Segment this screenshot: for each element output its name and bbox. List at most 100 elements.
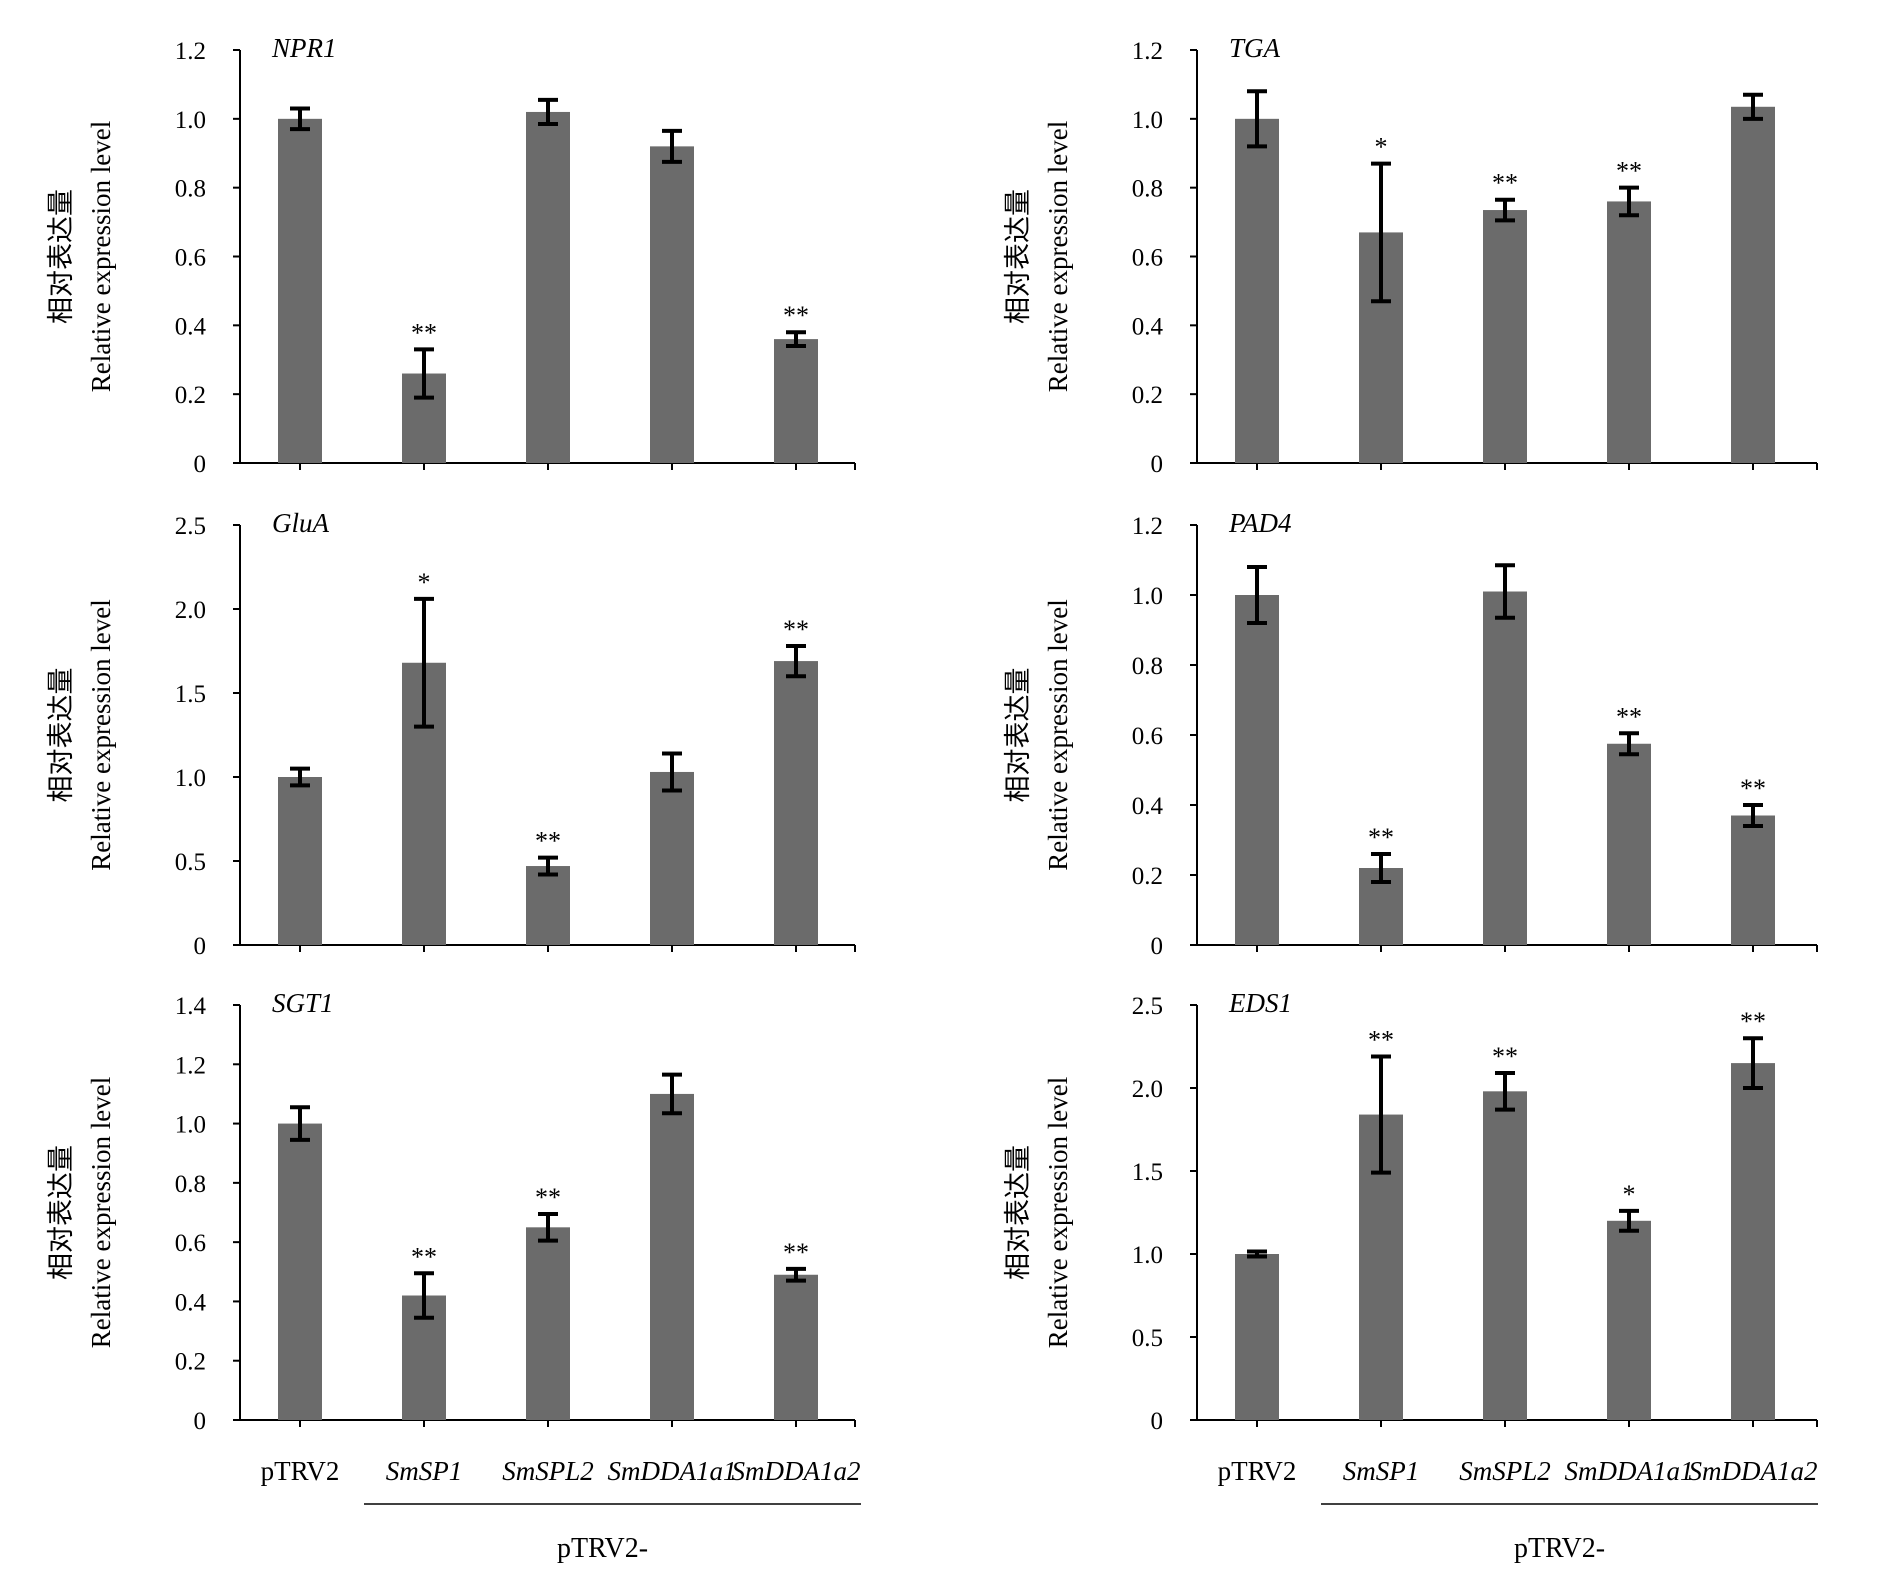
- bar-smdda1a1: [1607, 743, 1651, 945]
- bar-smdda1a2: [1731, 106, 1775, 463]
- gene-title: TGA: [1229, 33, 1281, 63]
- bar-smdda1a1: [650, 1093, 694, 1420]
- bar-smdda1a2: [774, 1274, 818, 1420]
- y-tick-label: 1.5: [175, 681, 206, 708]
- y-tick-label: 1.2: [1132, 513, 1163, 540]
- y-tick-label: 1.0: [1132, 1242, 1163, 1269]
- y-axis-label-cn: 相对表达量: [1003, 668, 1033, 803]
- y-tick-label: 0.6: [175, 1230, 206, 1257]
- y-tick-label: 1.2: [175, 1052, 206, 1079]
- category-label-smdda1a1: SmDDA1a1: [608, 1456, 737, 1486]
- y-axis-label-en: Relative expression level: [1043, 1077, 1073, 1348]
- bar-ptrv2: [1235, 1254, 1279, 1420]
- bar-ptrv2: [1235, 118, 1279, 463]
- gene-title: SGT1: [272, 988, 334, 1018]
- y-tick-label: 0.2: [175, 1349, 206, 1376]
- chart-panel-sgt1: 0 0.2 0.4 0.6 0.8 1.0 1.2 1.4 ** ** ** SGT1 相对表达量 Rel…: [46, 988, 856, 1435]
- y-tick-label: 0.2: [1132, 863, 1163, 890]
- significance-mark: **: [1368, 823, 1394, 852]
- y-tick-label: 0.2: [1132, 382, 1163, 409]
- bar-smdda1a1: [650, 771, 694, 945]
- significance-mark: **: [1492, 169, 1518, 198]
- y-tick-label: 0.8: [1132, 176, 1163, 203]
- y-tick-label: 0.4: [175, 313, 207, 340]
- significance-mark: *: [418, 568, 431, 597]
- gene-title: GluA: [272, 508, 330, 538]
- chart-panel-npr1: 0 0.2 0.4 0.6 0.8 1.0 1.2 ** ** NPR1 相对表达量 Relative…: [46, 33, 856, 478]
- significance-mark: *: [1623, 1180, 1636, 1209]
- bar-smspl2: [526, 866, 570, 945]
- bar-ptrv2: [278, 1123, 322, 1420]
- y-tick-label: 1.4: [175, 993, 207, 1020]
- significance-mark: **: [783, 1238, 809, 1267]
- y-axis-label-cn: 相对表达量: [46, 668, 76, 803]
- category-label-smsp1: SmSP1: [386, 1456, 463, 1486]
- y-tick-label: 1.0: [175, 765, 206, 792]
- category-label-smspl2: SmSPL2: [502, 1456, 594, 1486]
- significance-mark: **: [1616, 157, 1642, 186]
- y-axis-label-en: Relative expression level: [86, 599, 116, 870]
- y-tick-label: 0.8: [175, 1171, 206, 1198]
- y-axis-label-en: Relative expression level: [1043, 121, 1073, 392]
- y-tick-label: 0.6: [1132, 245, 1163, 272]
- bar-ptrv2: [1235, 595, 1279, 945]
- significance-mark: **: [1616, 702, 1642, 731]
- y-tick-label: 0: [194, 933, 207, 960]
- y-tick-label: 2.5: [1132, 993, 1163, 1020]
- y-tick-label: 1.2: [1132, 38, 1163, 65]
- y-tick-label: 0.5: [175, 849, 206, 876]
- group-label: pTRV2-: [557, 1533, 648, 1564]
- bar-smspl2: [1483, 210, 1527, 463]
- category-label-smspl2: SmSPL2: [1459, 1456, 1551, 1486]
- y-tick-label: 0.6: [175, 245, 206, 272]
- y-tick-label: 0: [194, 1408, 207, 1435]
- y-axis-label-en: Relative expression level: [86, 1077, 116, 1348]
- gene-title: NPR1: [271, 33, 337, 63]
- y-tick-label: 0.4: [175, 1289, 207, 1316]
- significance-mark: **: [1368, 1025, 1394, 1054]
- significance-mark: **: [783, 301, 809, 330]
- bar-ptrv2: [278, 118, 322, 463]
- y-axis-label-cn: 相对表达量: [1003, 1145, 1033, 1280]
- category-label-ptrv2: pTRV2: [1218, 1456, 1297, 1486]
- y-tick-label: 0.6: [1132, 723, 1163, 750]
- y-tick-label: 1.0: [175, 1112, 206, 1139]
- category-label-smdda1a1: SmDDA1a1: [1565, 1456, 1694, 1486]
- y-axis-label-cn: 相对表达量: [46, 189, 76, 324]
- bar-smspl2: [1483, 591, 1527, 945]
- y-tick-label: 1.0: [1132, 107, 1163, 134]
- y-tick-label: 0.8: [175, 176, 206, 203]
- category-label-smdda1a2: SmDDA1a2: [1689, 1456, 1818, 1486]
- gene-title: EDS1: [1228, 988, 1292, 1018]
- y-tick-label: 0.2: [175, 382, 206, 409]
- bar-smdda1a1: [1607, 201, 1651, 463]
- category-label-ptrv2: pTRV2: [261, 1456, 340, 1486]
- group-label: pTRV2-: [1514, 1533, 1605, 1564]
- y-axis-label-cn: 相对表达量: [46, 1145, 76, 1280]
- y-tick-label: 2.0: [175, 597, 206, 624]
- bar-ptrv2: [278, 777, 322, 945]
- y-tick-label: 2.5: [175, 513, 206, 540]
- bar-smdda1a2: [1731, 815, 1775, 945]
- bar-smspl2: [526, 111, 570, 463]
- bar-smdda1a2: [774, 339, 818, 463]
- significance-mark: **: [411, 318, 437, 347]
- significance-mark: *: [1375, 133, 1388, 162]
- y-tick-label: 0.4: [1132, 793, 1164, 820]
- chart-panel-pad4: 0 0.2 0.4 0.6 0.8 1.0 1.2 ** ** ** PAD4 相对表达量 Relati…: [1003, 508, 1818, 960]
- y-tick-label: 0: [1151, 1408, 1164, 1435]
- y-axis-label-en: Relative expression level: [1043, 599, 1073, 870]
- y-tick-label: 0.5: [1132, 1325, 1163, 1352]
- gene-title: PAD4: [1228, 508, 1292, 538]
- y-tick-label: 1.2: [175, 38, 206, 65]
- y-tick-label: 2.0: [1132, 1076, 1163, 1103]
- y-tick-label: 1.5: [1132, 1159, 1163, 1186]
- category-label-smdda1a2: SmDDA1a2: [732, 1456, 861, 1486]
